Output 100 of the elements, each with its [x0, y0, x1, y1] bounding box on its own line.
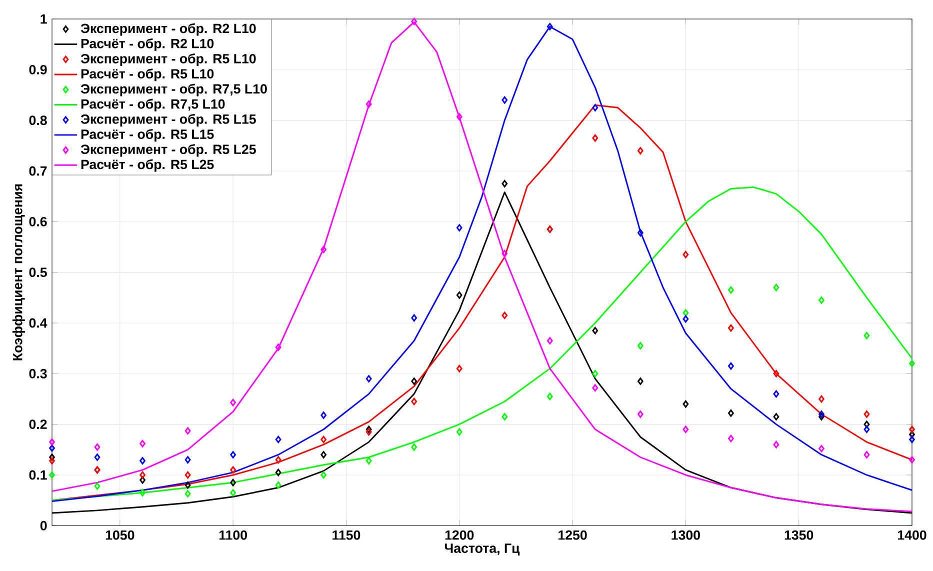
- point: [818, 296, 824, 304]
- point: [320, 471, 327, 479]
- y-tick-label: 0.5: [29, 268, 47, 278]
- point: [275, 436, 282, 444]
- point: [592, 384, 598, 392]
- y-tick-label: 0.9: [29, 64, 47, 74]
- point: [230, 466, 236, 474]
- point: [728, 410, 734, 417]
- point: [366, 100, 372, 108]
- point: [818, 413, 824, 420]
- legend-label: Расчёт - обр. R2 L10: [81, 38, 214, 51]
- point: [818, 410, 824, 418]
- y-tick-label: 0.1: [29, 470, 47, 480]
- y-tick-label: 0.8: [29, 116, 47, 126]
- point: [773, 413, 780, 420]
- y-axis-title: Коэффициент поглощения: [12, 184, 25, 360]
- point: [502, 250, 508, 258]
- point: [320, 451, 327, 458]
- x-tick-label: 1250: [558, 530, 587, 540]
- point: [456, 113, 462, 120]
- point: [140, 476, 146, 484]
- point: [275, 344, 282, 351]
- x-axis-title: Частота, Гц: [444, 544, 520, 556]
- point: [909, 456, 915, 464]
- point: [502, 96, 508, 104]
- point: [637, 410, 644, 418]
- point: [818, 395, 824, 403]
- point: [456, 291, 462, 299]
- y-tick-label: 0: [40, 520, 47, 530]
- point: [773, 370, 780, 378]
- point: [94, 443, 100, 451]
- point: [773, 284, 780, 292]
- point: [818, 444, 824, 452]
- point: [411, 18, 418, 26]
- x-tick-label: 1300: [672, 530, 700, 540]
- point: [728, 434, 734, 442]
- point: [864, 426, 870, 434]
- point: [49, 444, 55, 452]
- point: [366, 426, 372, 434]
- x-tick-label: 1150: [332, 530, 360, 540]
- point: [230, 478, 236, 486]
- point: [592, 104, 598, 112]
- point: [411, 378, 418, 385]
- legend-label: Эксперимент - обр. R5 L10: [80, 53, 256, 66]
- point: [592, 326, 598, 334]
- point: [366, 457, 372, 464]
- point: [366, 428, 372, 436]
- point: [411, 443, 418, 451]
- point: [502, 180, 508, 188]
- legend-label: Расчёт - обр. R7,5 L10: [81, 98, 225, 112]
- point: [592, 370, 598, 378]
- x-tick-label: 1200: [445, 530, 474, 540]
- point: [275, 468, 282, 476]
- point: [728, 286, 734, 294]
- point: [140, 457, 146, 464]
- point: [502, 312, 508, 320]
- point: [637, 229, 644, 236]
- x-tick-label: 1100: [219, 530, 247, 540]
- point: [773, 390, 780, 398]
- point: [682, 250, 689, 258]
- point: [773, 440, 780, 448]
- y-tick-label: 0.4: [29, 318, 48, 328]
- point: [49, 457, 55, 464]
- y-tick-label: 1: [40, 14, 47, 24]
- legend-label: Эксперимент - обр. R5 L25: [80, 144, 256, 157]
- point: [864, 451, 870, 458]
- point: [864, 420, 870, 428]
- y-tick-label: 0.6: [29, 216, 47, 226]
- point: [637, 378, 644, 385]
- point: [456, 428, 462, 436]
- point: [184, 490, 191, 498]
- point: [637, 342, 644, 350]
- point: [456, 224, 462, 232]
- point: [140, 471, 146, 479]
- point: [728, 324, 734, 332]
- y-tick-label: 0.2: [29, 420, 47, 430]
- point: [94, 454, 100, 461]
- point: [184, 471, 191, 479]
- point: [275, 456, 282, 464]
- point: [546, 392, 553, 400]
- legend-label: Расчёт - обр. R5 L15: [81, 129, 214, 142]
- point: [728, 362, 734, 370]
- point: [546, 22, 553, 30]
- point: [682, 315, 689, 323]
- point: [909, 430, 915, 438]
- point: [320, 436, 327, 444]
- point: [864, 410, 870, 418]
- point: [909, 436, 915, 444]
- point: [637, 147, 644, 154]
- point: [230, 451, 236, 458]
- point: [456, 364, 462, 372]
- point: [49, 438, 55, 446]
- legend-label: Расчёт - обр. R5 L10: [81, 68, 214, 82]
- point: [184, 456, 191, 464]
- point: [230, 398, 236, 406]
- legend-label: Эксперимент - обр. R5 L15: [80, 114, 256, 126]
- point: [864, 332, 870, 340]
- point: [411, 398, 418, 406]
- point: [94, 482, 100, 490]
- point: [140, 489, 146, 496]
